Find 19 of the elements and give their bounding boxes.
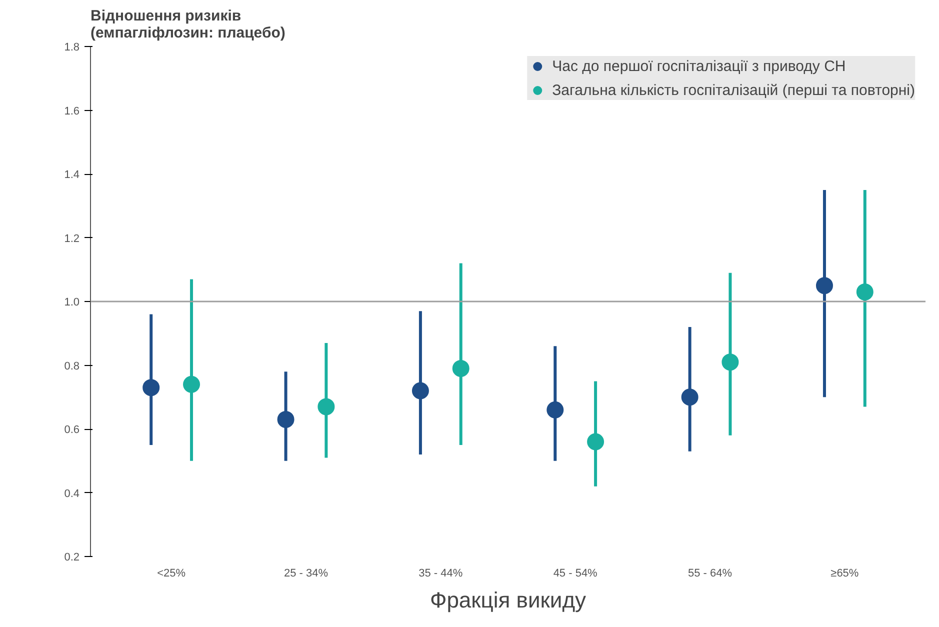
x-tick-label: 45 - 54% (553, 568, 598, 580)
x-axis-title: Фракція викиду (430, 588, 586, 612)
y-tick-label: 1.4 (64, 169, 80, 181)
y-tick-label: 1.6 (64, 105, 80, 118)
y-tick-label: 1.0 (64, 296, 80, 308)
legend-label: Час до першої госпіталізації з приводу СН (552, 58, 846, 74)
x-tick-label: 35 - 44% (418, 568, 463, 580)
y-tick-label: 0.2 (64, 552, 80, 564)
x-tick-label: 25 - 34% (284, 568, 328, 580)
x-tick-label: ≥65% (830, 568, 859, 580)
legend-label: Загальна кількість госпіталізацій (перші та повторні) (552, 82, 915, 98)
y-tick-label: 1.2 (64, 232, 80, 245)
y-tick-label: 0.8 (64, 360, 80, 372)
y-tick-label: 0.6 (64, 424, 80, 436)
y-axis-title: Відношення ризиків (емпагліфлозин: плацебо) (90, 8, 286, 42)
x-tick-label: 55 - 64% (688, 568, 732, 580)
y-tick-label: 1.8 (64, 42, 80, 54)
y-tick-label: 0.4 (64, 488, 80, 500)
x-tick-label: <25% (157, 568, 186, 580)
